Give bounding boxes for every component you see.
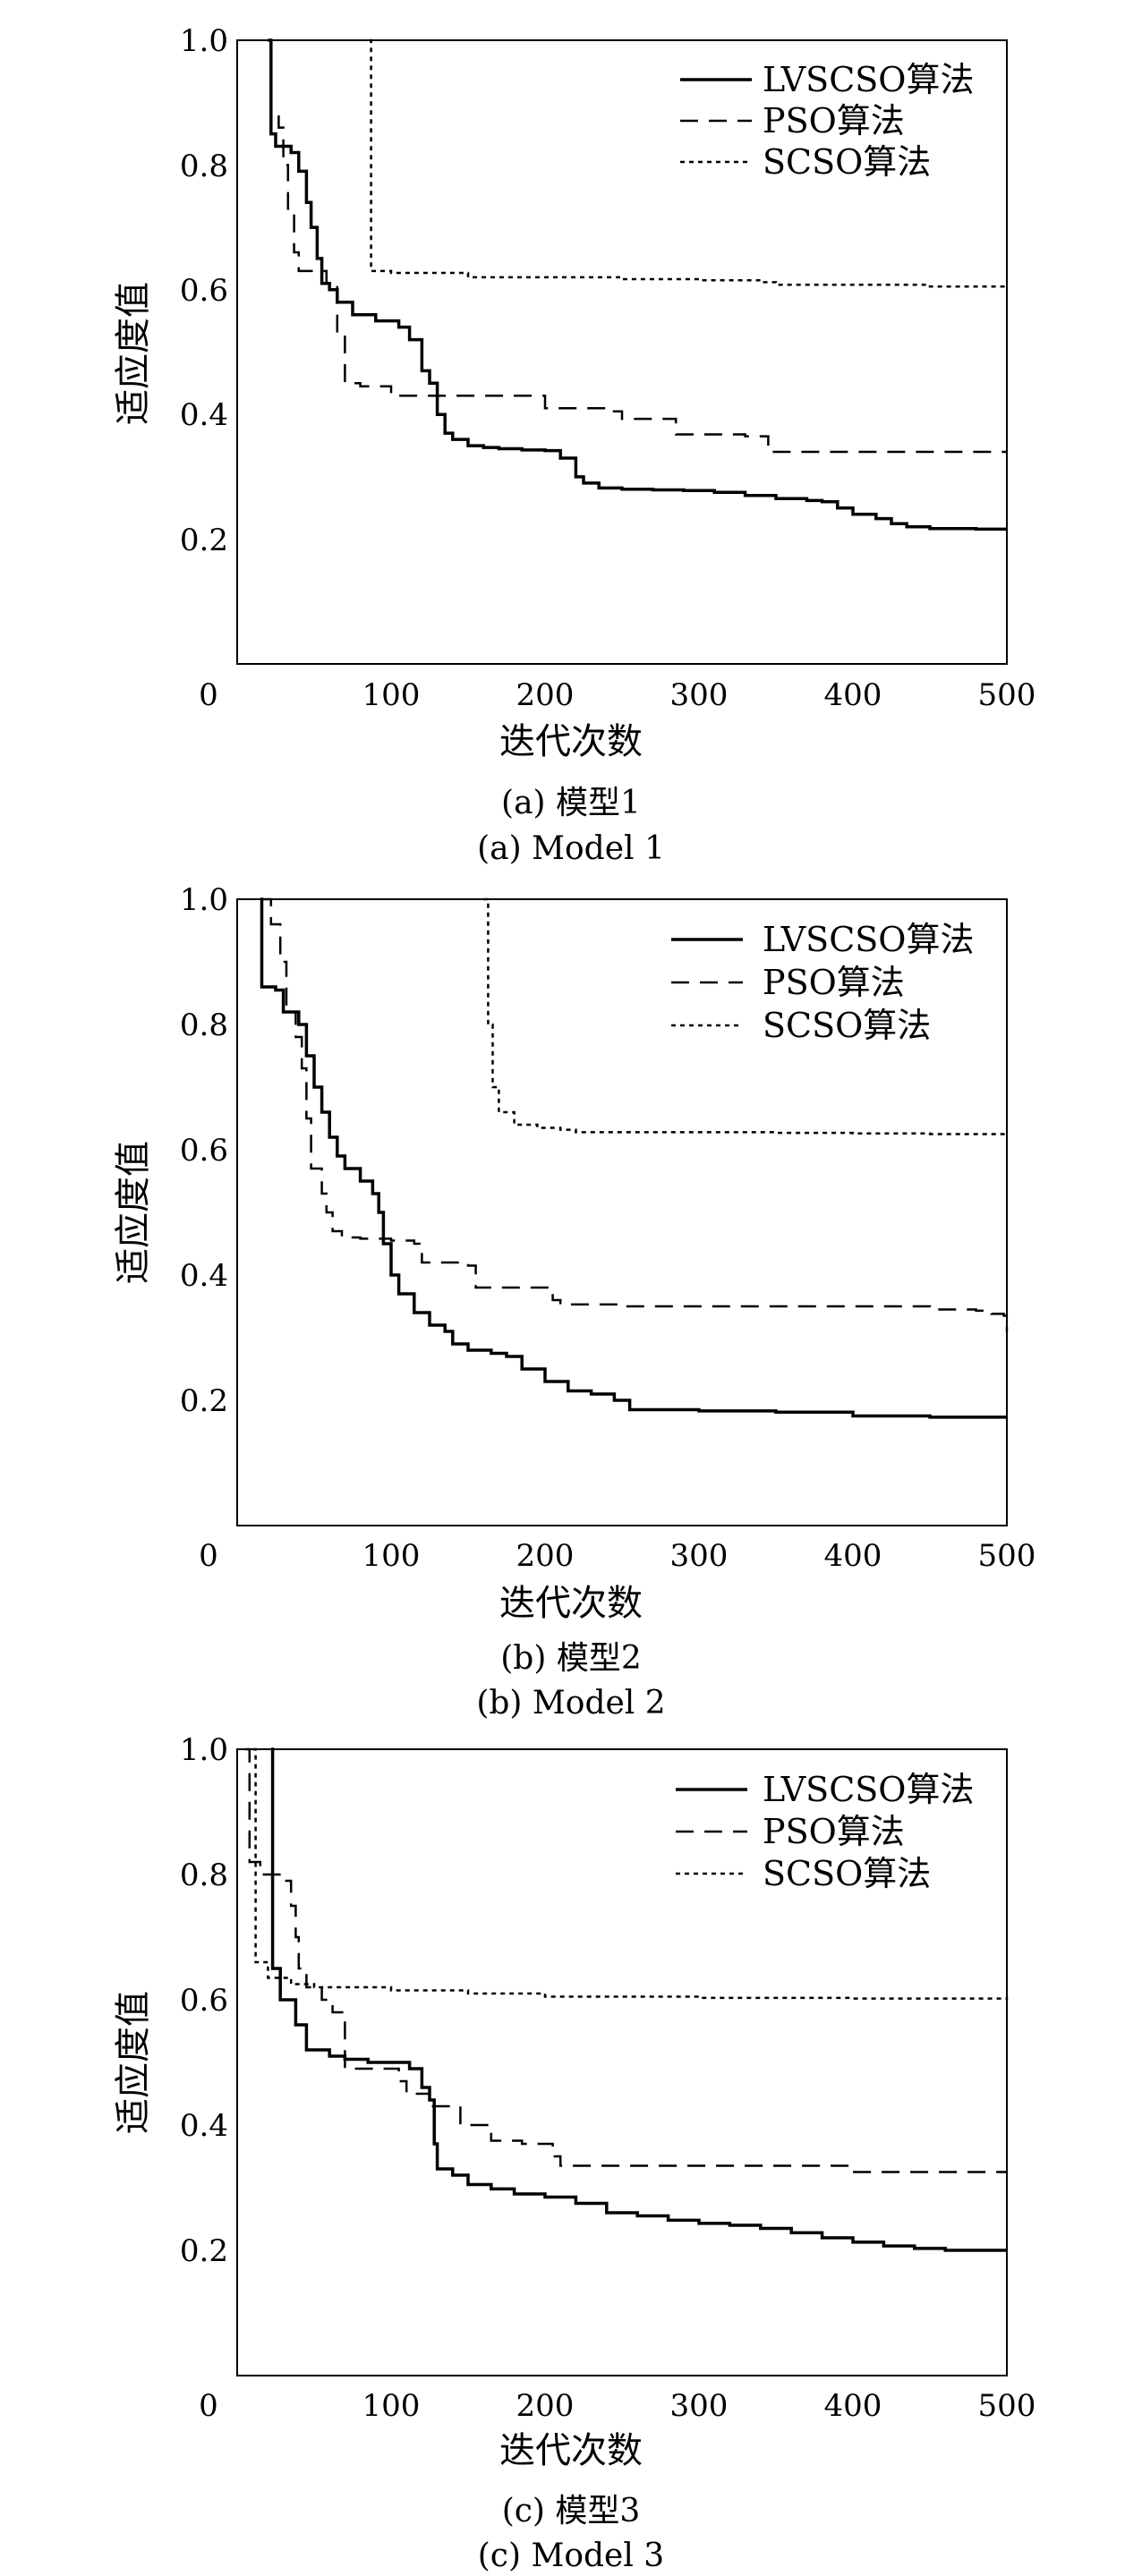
y-tick-label: 0.8 [180,1007,228,1043]
y-tick-label: 0.4 [180,397,228,433]
x-axis-title: 迭代次数 [499,2430,643,2471]
y-tick-label: 0.6 [180,1133,228,1169]
series-line-dotted [483,897,1007,1135]
caption-cn: (a) 模型1 [501,785,641,821]
x-tick-label: 300 [670,1538,729,1574]
legend-label: SCSO算法 [763,142,931,182]
chart-b: 1.0 0.8 0.6 0.4 0.2 0 100 200 300 400 50… [113,882,1035,1722]
y-tick-label: 0.6 [180,1983,228,2019]
x-tick-label: 100 [362,2388,421,2424]
y-tick-label: 1.0 [180,882,228,918]
y-axis-title: 适应度值 [113,1991,154,2134]
caption-cn: (b) 模型2 [500,1640,641,1677]
y-tick-label: 0.2 [180,523,228,558]
x-tick-label: 500 [978,2388,1036,2424]
y-tick-label: 1.0 [180,1732,228,1768]
y-axis-title: 适应度值 [113,282,154,425]
x-tick-label: 0 [199,677,218,713]
series-line-dashed [268,38,1007,454]
caption-cn: (c) 模型3 [502,2493,641,2529]
series-line-solid [270,1747,1007,2252]
x-axis-title: 迭代次数 [499,721,643,762]
caption-en: (b) Model 2 [476,1685,665,1722]
x-tick-label: 0 [199,1538,218,1574]
legend-label: SCSO算法 [763,1006,931,1045]
x-tick-label: 0 [199,2388,218,2424]
y-tick-label: 0.6 [180,273,228,309]
y-tick-label: 0.8 [180,149,228,184]
series-group [268,38,1007,531]
caption-en: (c) Model 3 [478,2538,664,2574]
x-tick-label: 100 [362,677,421,713]
x-tick-label: 400 [824,677,882,713]
x-tick-label: 100 [362,1538,421,1574]
y-tick-label: 0.4 [180,2108,228,2144]
series-group [260,897,1009,1419]
plot-frame [236,1748,1008,2376]
x-tick-label: 400 [824,1538,882,1574]
series-line-dashed [244,1747,1007,2173]
y-tick-label: 0.2 [180,2233,228,2269]
legend-label: PSO算法 [763,963,905,1002]
x-tick-label: 300 [670,677,729,713]
series-line-dotted [252,1747,1009,2000]
y-tick-label: 0.4 [180,1258,228,1294]
chart-c: 1.0 0.8 0.6 0.4 0.2 0 100 200 300 400 50… [113,1732,1035,2574]
x-tick-label: 400 [824,2388,882,2424]
series-group [244,1747,1009,2252]
series-line-solid [260,897,1007,1419]
x-tick-label: 500 [978,1538,1036,1574]
x-tick-label: 200 [516,2388,575,2424]
legend-label: PSO算法 [763,101,905,140]
plot-frame [236,39,1008,665]
x-tick-label: 300 [670,2388,729,2424]
series-line-solid [268,38,1007,531]
y-tick-label: 1.0 [180,23,228,59]
x-tick-label: 500 [978,677,1036,713]
caption-en: (a) Model 1 [477,830,665,867]
y-tick-label: 0.2 [180,1383,228,1419]
plot-frame [236,898,1008,1526]
legend-label: LVSCSO算法 [763,1770,974,1809]
chart-a: 1.0 0.8 0.6 0.4 0.2 0 100 200 300 400 50… [113,23,1035,867]
y-tick-label: 0.8 [180,1858,228,1893]
x-tick-label: 200 [516,677,575,713]
legend-label: PSO算法 [763,1812,905,1851]
x-tick-label: 200 [516,1538,575,1574]
legend-label: LVSCSO算法 [763,920,974,959]
legend-label: SCSO算法 [763,1854,931,1893]
x-axis-title: 迭代次数 [499,1583,643,1624]
series-line-dotted [369,38,1007,288]
series-line-dashed [260,897,1009,1331]
y-axis-title: 适应度值 [113,1141,154,1284]
legend-label: LVSCSO算法 [763,60,974,99]
